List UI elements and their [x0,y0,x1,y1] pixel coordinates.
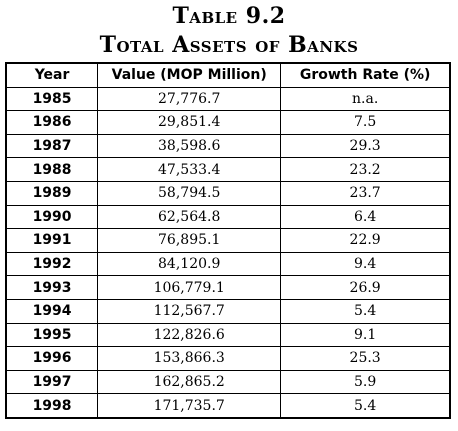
value-cell: 47,533.4 [97,157,282,182]
value-cell: 153,866.3 [97,346,282,371]
table-row: 1998 171,735.7 5.4 [5,393,451,419]
value-cell: 171,735.7 [97,393,282,419]
growth-cell: 7.5 [280,110,451,135]
year-cell: 1991 [5,228,99,253]
value-cell: 62,564.8 [97,204,282,230]
value-cell: 27,776.7 [97,86,282,112]
year-cell: 1992 [5,251,99,277]
year-cell: 1988 [5,157,99,182]
table-row: 1995 122,826.6 9.1 [5,322,451,348]
year-cell: 1998 [5,393,99,419]
table-row: 1987 38,598.6 29.3 [5,133,451,159]
table-row: 1988 47,533.4 23.2 [5,157,451,182]
value-cell: 112,567.7 [97,298,282,324]
year-cell: 1996 [5,346,99,371]
year-cell: 1990 [5,204,99,230]
value-cell: 38,598.6 [97,133,282,159]
table-row: 1992 84,120.9 9.4 [5,251,451,277]
header-year: Year [5,62,99,88]
growth-cell: 5.4 [280,393,451,419]
year-cell: 1993 [5,275,99,300]
growth-cell: 26.9 [280,275,451,300]
year-cell: 1987 [5,133,99,159]
growth-cell: 25.3 [280,346,451,371]
table-row: 1994 112,567.7 5.4 [5,298,451,324]
growth-cell: 23.7 [280,180,451,206]
value-cell: 122,826.6 [97,322,282,348]
value-cell: 84,120.9 [97,251,282,277]
growth-cell: 9.4 [280,251,451,277]
year-cell: 1985 [5,86,99,112]
table-row: 1986 29,851.4 7.5 [5,110,451,135]
year-cell: 1995 [5,322,99,348]
table-row: 1993 106,779.1 26.9 [5,275,451,300]
growth-cell: n.a. [280,86,451,112]
growth-cell: 5.4 [280,298,451,324]
header-growth-rate: Growth Rate (%) [280,62,451,88]
table-row: 1990 62,564.8 6.4 [5,204,451,230]
table-number-title: Table 9.2 [172,3,286,29]
year-cell: 1997 [5,369,99,395]
year-cell: 1986 [5,110,99,135]
value-cell: 29,851.4 [97,110,282,135]
value-cell: 106,779.1 [97,275,282,300]
table-body: 1985 27,776.7 n.a. 1986 29,851.4 7.5 1987 38,… [5,86,451,419]
growth-cell: 29.3 [280,133,451,159]
growth-cell: 6.4 [280,204,451,230]
year-cell: 1989 [5,180,99,206]
growth-cell: 5.9 [280,369,451,395]
table-row: 1997 162,865.2 5.9 [5,369,451,395]
table-row: 1996 153,866.3 25.3 [5,346,451,371]
table-row: 1985 27,776.7 n.a. [5,86,451,112]
year-cell: 1994 [5,298,99,324]
growth-cell: 9.1 [280,322,451,348]
header-value: Value (MOP Million) [97,62,282,88]
header-row: Year Value (MOP Million) Growth Rate (%) [5,62,451,88]
value-cell: 76,895.1 [97,228,282,253]
table-row: 1989 58,794.5 23.7 [5,180,451,206]
table-title: Total Assets of Banks [99,32,359,58]
value-cell: 162,865.2 [97,369,282,395]
total-assets-table: Year Value (MOP Million) Growth Rate (%)… [5,62,451,419]
growth-cell: 23.2 [280,157,451,182]
table-row: 1991 76,895.1 22.9 [5,228,451,253]
value-cell: 58,794.5 [97,180,282,206]
growth-cell: 22.9 [280,228,451,253]
